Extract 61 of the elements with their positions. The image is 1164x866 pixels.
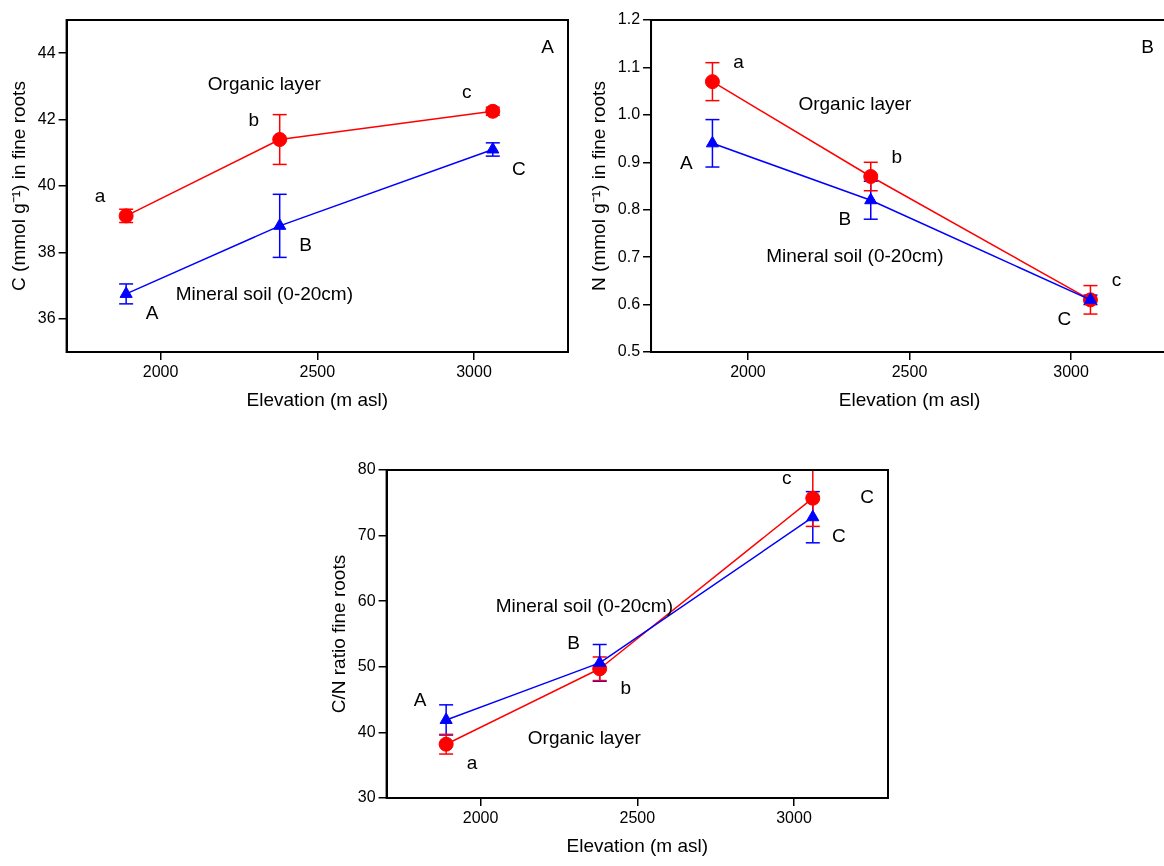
x-axis-title: Elevation (m asl) xyxy=(838,388,981,410)
annotation: A xyxy=(541,35,555,57)
y-tick-label: 1.2 xyxy=(617,10,641,28)
x-axis-title: Elevation (m asl) xyxy=(246,388,389,410)
y-tick-label: 0.9 xyxy=(617,152,641,170)
y-axis-title: C/N ratio fine roots xyxy=(327,554,349,714)
x-axis-title: Elevation (m asl) xyxy=(566,834,709,856)
x-tick-label: 3000 xyxy=(776,809,812,827)
series-label: Mineral soil (0-20cm) xyxy=(175,282,354,304)
annotation: C xyxy=(860,485,874,507)
y-axis-title: N (mmol g⁻¹) in fine roots xyxy=(587,81,609,291)
y-tick-label: 40 xyxy=(357,722,376,740)
y-tick-label: 44 xyxy=(37,43,56,61)
annotation: A xyxy=(413,689,427,711)
series-label: Organic layer xyxy=(798,93,913,115)
annotation: A xyxy=(145,302,159,324)
annotation: B xyxy=(838,208,852,230)
annotation: B xyxy=(1141,35,1154,57)
y-tick-label: 0.6 xyxy=(617,294,641,312)
annotation: A xyxy=(680,151,694,173)
y-tick-label: 80 xyxy=(357,460,376,478)
y-tick-label: 30 xyxy=(357,788,376,806)
x-tick-label: 2000 xyxy=(730,363,766,381)
x-tick-label: 2500 xyxy=(619,809,656,827)
y-tick-label: 0.8 xyxy=(617,200,641,218)
annotation: a xyxy=(94,185,106,207)
text: Organic layer xyxy=(207,73,322,95)
annotation: C xyxy=(511,157,526,179)
y-tick-label: 1.0 xyxy=(617,105,641,123)
annotation: B xyxy=(567,632,581,654)
x-tick-label: 2500 xyxy=(299,363,336,381)
x-tick-label: 2500 xyxy=(891,363,928,381)
y-tick-label: 60 xyxy=(357,591,376,609)
y-tick-label: 0.5 xyxy=(617,342,641,360)
y-tick-label: 42 xyxy=(37,110,56,128)
y-tick-label: 40 xyxy=(37,176,56,194)
annotation: c xyxy=(1111,269,1122,291)
x-tick-label: 2000 xyxy=(142,363,179,381)
y-tick-label: 1.1 xyxy=(617,57,641,75)
annotation: b xyxy=(620,677,631,698)
annotation: b xyxy=(248,108,259,130)
annotation: a xyxy=(733,50,745,72)
series-label: Organic layer xyxy=(527,726,642,748)
annotation: B xyxy=(299,234,313,256)
x-tick-label: 2000 xyxy=(462,809,499,827)
annotation: C xyxy=(1057,308,1072,330)
annotation: b xyxy=(891,145,903,167)
y-tick-label: 70 xyxy=(357,526,376,544)
y-axis-title: C (mmol g⁻¹) in fine roots xyxy=(7,81,29,291)
y-tick-label: 0.7 xyxy=(617,247,641,265)
annotation: c xyxy=(462,80,472,102)
annotation: c xyxy=(782,467,792,489)
annotation: a xyxy=(466,752,478,774)
y-tick-label: 50 xyxy=(357,657,376,675)
x-tick-label: 3000 xyxy=(456,363,492,381)
annotation: C xyxy=(831,525,846,547)
series-label: Mineral soil (0-20cm) xyxy=(495,594,674,616)
x-tick-label: 3000 xyxy=(1053,363,1089,381)
series-label: Mineral soil (0-20cm) xyxy=(766,244,944,266)
y-tick-label: 36 xyxy=(37,309,56,327)
y-tick-label: 38 xyxy=(37,242,56,260)
